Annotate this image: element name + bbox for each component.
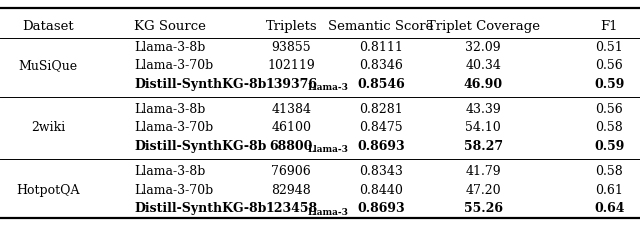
Text: 102119: 102119	[268, 59, 315, 72]
Text: Llama-3: Llama-3	[307, 208, 348, 217]
Text: Llama-3-8b: Llama-3-8b	[134, 103, 206, 116]
Text: 0.8346: 0.8346	[359, 59, 403, 72]
Text: 55.26: 55.26	[464, 202, 502, 215]
Text: Llama-3-70b: Llama-3-70b	[134, 121, 214, 135]
Text: 76906: 76906	[271, 165, 311, 178]
Text: 0.8546: 0.8546	[357, 78, 404, 91]
Text: Distill-SynthKG-8b: Distill-SynthKG-8b	[134, 140, 267, 153]
Text: 0.8475: 0.8475	[359, 121, 403, 135]
Text: 0.8440: 0.8440	[359, 184, 403, 197]
Text: 41384: 41384	[271, 103, 311, 116]
Text: Triplets: Triplets	[266, 20, 317, 33]
Text: 32.09: 32.09	[465, 41, 501, 54]
Text: 68800: 68800	[269, 140, 313, 153]
Text: Llama-3: Llama-3	[307, 145, 348, 154]
Text: 0.8281: 0.8281	[359, 103, 403, 116]
Text: 0.64: 0.64	[594, 202, 625, 215]
Text: Distill-SynthKG-8b: Distill-SynthKG-8b	[134, 202, 267, 215]
Text: 41.79: 41.79	[465, 165, 501, 178]
Text: Dataset: Dataset	[22, 20, 74, 33]
Text: 0.58: 0.58	[595, 165, 623, 178]
Text: 123458: 123458	[265, 202, 317, 215]
Text: 82948: 82948	[271, 184, 311, 197]
Text: 54.10: 54.10	[465, 121, 501, 135]
Text: 2wiki: 2wiki	[31, 121, 65, 135]
Text: F1: F1	[600, 20, 618, 33]
Text: 93855: 93855	[271, 41, 311, 54]
Text: 0.59: 0.59	[594, 140, 625, 153]
Text: MuSiQue: MuSiQue	[19, 59, 77, 72]
Text: 46.90: 46.90	[463, 78, 503, 91]
Text: Llama-3-70b: Llama-3-70b	[134, 59, 214, 72]
Text: 47.20: 47.20	[465, 184, 501, 197]
Text: Llama-3-8b: Llama-3-8b	[134, 41, 206, 54]
Text: 0.8111: 0.8111	[359, 41, 403, 54]
Text: 58.27: 58.27	[463, 140, 503, 153]
Text: Distill-SynthKG-8b: Distill-SynthKG-8b	[134, 78, 267, 91]
Text: 0.8343: 0.8343	[359, 165, 403, 178]
Text: 0.59: 0.59	[594, 78, 625, 91]
Text: 46100: 46100	[271, 121, 311, 135]
Text: 0.61: 0.61	[595, 184, 623, 197]
Text: 0.8693: 0.8693	[357, 202, 404, 215]
Text: 0.58: 0.58	[595, 121, 623, 135]
Text: 139376: 139376	[265, 78, 317, 91]
Text: 43.39: 43.39	[465, 103, 501, 116]
Text: 0.51: 0.51	[595, 41, 623, 54]
Text: 0.56: 0.56	[595, 103, 623, 116]
Text: 0.56: 0.56	[595, 59, 623, 72]
Text: HotpotQA: HotpotQA	[16, 184, 80, 197]
Text: Semantic Score: Semantic Score	[328, 20, 433, 33]
Text: Llama-3-70b: Llama-3-70b	[134, 184, 214, 197]
Text: Llama-3: Llama-3	[307, 83, 348, 92]
Text: Triplet Coverage: Triplet Coverage	[427, 20, 540, 33]
Text: 0.8693: 0.8693	[357, 140, 404, 153]
Text: KG Source: KG Source	[134, 20, 206, 33]
Text: 40.34: 40.34	[465, 59, 501, 72]
Text: Llama-3-8b: Llama-3-8b	[134, 165, 206, 178]
